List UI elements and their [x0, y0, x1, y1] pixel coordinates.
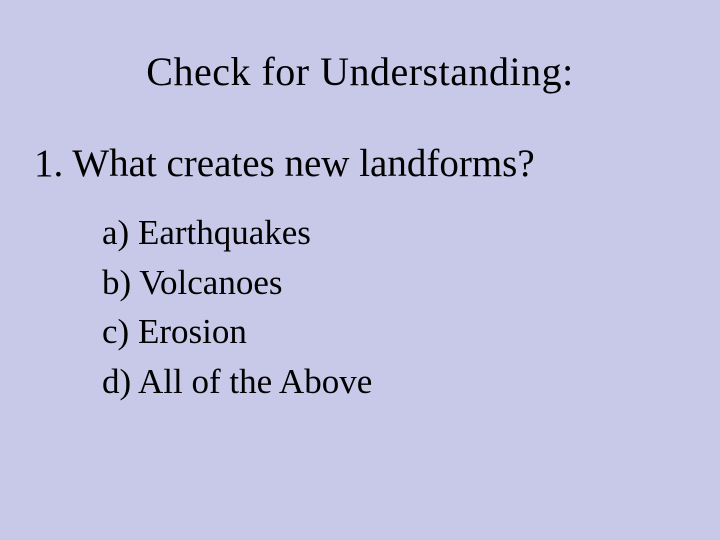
slide-container: Check for Understanding: 1. What creates…: [0, 0, 720, 540]
option-a: a) Earthquakes: [102, 208, 680, 258]
option-b: b) Volcanoes: [102, 258, 680, 308]
question-text: 1. What creates new landforms?: [34, 141, 680, 186]
option-c: c) Erosion: [102, 307, 680, 357]
options-list: a) Earthquakes b) Volcanoes c) Erosion d…: [102, 208, 680, 407]
slide-title: Check for Understanding:: [40, 48, 680, 95]
option-d: d) All of the Above: [102, 357, 680, 407]
